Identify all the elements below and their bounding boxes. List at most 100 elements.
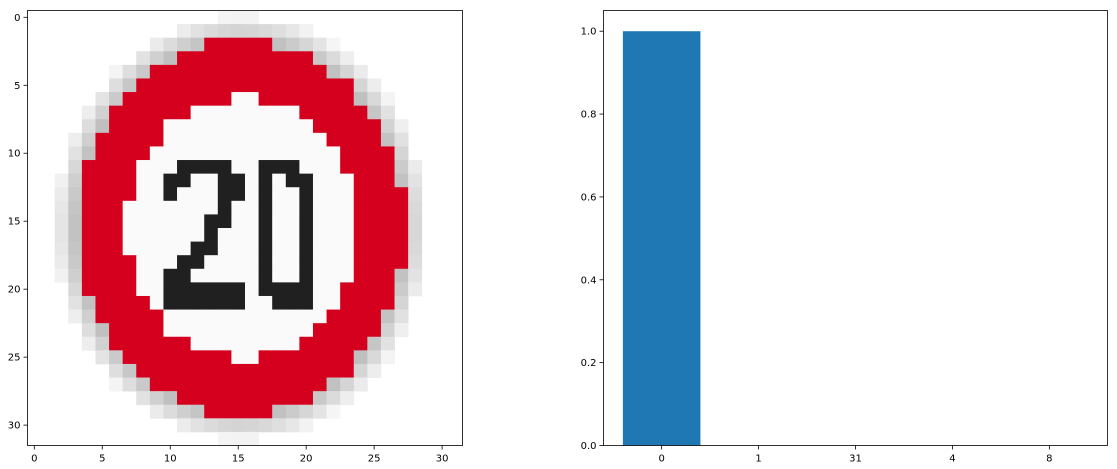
- image-pixel: [231, 295, 246, 310]
- image-pixel: [340, 187, 355, 202]
- image-pixel: [109, 160, 124, 175]
- image-y-tick-label: 5: [14, 81, 20, 92]
- image-pixel: [245, 24, 259, 39]
- image-pixel: [367, 119, 382, 134]
- image-pixel: [149, 78, 164, 93]
- image-pixel: [353, 377, 368, 392]
- image-pixel: [204, 323, 219, 338]
- image-pixel: [245, 200, 259, 215]
- image-pixel: [326, 105, 341, 120]
- image-pixel: [136, 214, 151, 229]
- image-pixel: [231, 241, 246, 256]
- image-pixel: [353, 105, 368, 120]
- image-pixel: [163, 282, 178, 297]
- image-pixel: [177, 105, 192, 120]
- image-pixel: [272, 309, 287, 324]
- image-pixel: [394, 160, 409, 175]
- image-pixel: [109, 173, 124, 188]
- image-pixel: [353, 160, 368, 175]
- image-pixel: [258, 119, 273, 134]
- image-pixel: [217, 309, 232, 324]
- image-pixel: [231, 350, 246, 365]
- image-pixel: [326, 255, 341, 270]
- image-pixel: [312, 173, 327, 188]
- image-pixel: [258, 146, 273, 161]
- image-y-axis: 0 5 10 15 20 25 30: [8, 13, 28, 432]
- image-pixel: [177, 92, 192, 107]
- image-pixel: [326, 323, 341, 338]
- image-pixel: [177, 241, 192, 256]
- image-pixel: [353, 119, 368, 134]
- image-pixel: [149, 404, 164, 419]
- image-pixel: [367, 228, 382, 242]
- image-pixel: [408, 228, 423, 242]
- image-y-tick-label: 25: [8, 353, 21, 364]
- image-pixel: [285, 146, 300, 161]
- image-pixel: [408, 214, 423, 229]
- image-pixel: [245, 37, 259, 52]
- image-pixel: [149, 377, 164, 392]
- image-pixel: [258, 377, 273, 392]
- image-pixel: [163, 404, 178, 419]
- image-x-tick-label: 30: [436, 454, 449, 465]
- image-pixel: [231, 268, 246, 283]
- image-pixel: [299, 37, 314, 52]
- image-pixel: [217, 404, 232, 419]
- image-pixel: [312, 255, 327, 270]
- image-pixel: [285, 336, 300, 351]
- image-pixel: [353, 350, 368, 365]
- image-pixel: [149, 119, 164, 134]
- image-pixel: [272, 350, 287, 365]
- image-pixel: [204, 78, 219, 93]
- image-pixel: [68, 173, 83, 188]
- image-pixel: [394, 214, 409, 229]
- image-pixel: [68, 282, 83, 297]
- image-pixel: [149, 241, 164, 256]
- image-pixel: [312, 51, 327, 66]
- image-pixel: [272, 255, 287, 270]
- image-pixel: [340, 51, 355, 66]
- image-pixel: [258, 37, 273, 52]
- image-pixel: [272, 404, 287, 419]
- image-pixel: [408, 255, 423, 270]
- image-pixel: [312, 241, 327, 256]
- image-pixel: [272, 295, 287, 310]
- image-pixel: [95, 228, 110, 242]
- image-pixel: [136, 200, 151, 215]
- image-pixel: [149, 200, 164, 215]
- image-pixel: [272, 51, 287, 66]
- image-pixel: [231, 119, 246, 134]
- image-pixel: [258, 323, 273, 338]
- image-pixel: [312, 377, 327, 392]
- image-pixel: [353, 323, 368, 338]
- image-pixel: [340, 255, 355, 270]
- image-pixel: [122, 323, 137, 338]
- image-pixel: [177, 228, 192, 242]
- image-pixel: [326, 132, 341, 147]
- image-pixel: [367, 282, 382, 297]
- image-pixel: [149, 255, 164, 270]
- image-pixel: [190, 105, 205, 120]
- image-pixel: [231, 160, 246, 175]
- image-x-tick-label: 0: [31, 454, 37, 465]
- image-pixel: [204, 214, 219, 229]
- image-pixel: [326, 160, 341, 175]
- image-pixel: [312, 146, 327, 161]
- image-pixel: [353, 187, 368, 202]
- image-pixel: [177, 214, 192, 229]
- image-pixel: [149, 363, 164, 378]
- image-pixel: [353, 173, 368, 188]
- image-pixel: [190, 228, 205, 242]
- image-pixel: [217, 363, 232, 378]
- image-pixel: [95, 295, 110, 310]
- image-pixel: [177, 37, 192, 52]
- image-pixel: [190, 214, 205, 229]
- image-pixel: [163, 173, 178, 188]
- image-pixel: [177, 51, 192, 66]
- image-pixel: [163, 119, 178, 134]
- image-pixel: [380, 282, 395, 297]
- image-pixel: [217, 187, 232, 202]
- image-pixel: [245, 295, 259, 310]
- image-pixel: [245, 404, 259, 419]
